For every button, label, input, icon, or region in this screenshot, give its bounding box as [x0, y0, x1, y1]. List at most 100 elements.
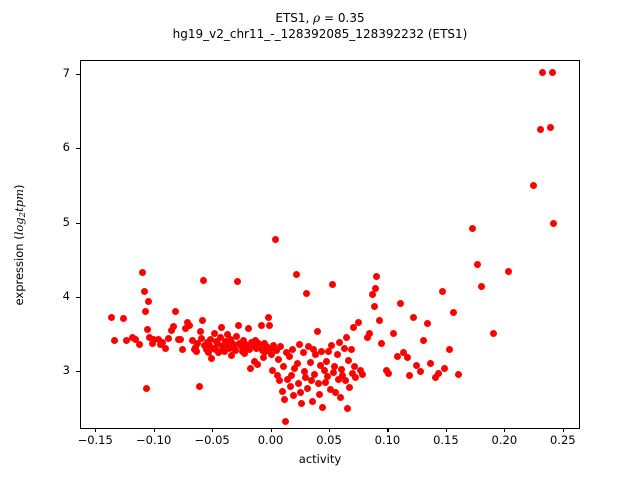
- scatter-point: [141, 307, 149, 315]
- scatter-point: [317, 361, 325, 369]
- scatter-point: [294, 379, 302, 387]
- scatter-point: [348, 369, 356, 377]
- scatter-point: [332, 389, 340, 397]
- scatter-point: [214, 340, 222, 348]
- y-axis-label-tpm: tpm: [12, 189, 26, 212]
- scatter-point: [313, 327, 321, 335]
- scatter-point: [356, 366, 364, 374]
- scatter-point: [394, 352, 402, 360]
- scatter-point: [220, 342, 228, 350]
- y-tick-label: 4: [62, 288, 70, 303]
- scatter-point: [224, 341, 232, 348]
- scatter-point: [285, 352, 293, 360]
- scatter-point: [207, 335, 215, 343]
- scatter-point: [107, 314, 115, 322]
- scatter-point: [286, 383, 294, 391]
- scatter-point: [144, 326, 152, 334]
- scatter-point: [345, 357, 353, 365]
- scatter-point: [303, 289, 311, 297]
- scatter-point: [478, 283, 486, 291]
- scatter-point: [257, 321, 265, 329]
- y-tick-mark: [76, 296, 80, 298]
- scatter-point: [469, 225, 477, 233]
- scatter-point: [216, 334, 224, 342]
- scatter-point: [549, 220, 557, 228]
- scatter-point: [455, 370, 463, 378]
- scatter-point: [176, 335, 184, 343]
- y-tick-label: 5: [62, 214, 70, 229]
- scatter-point: [228, 352, 236, 360]
- scatter-point: [490, 329, 498, 337]
- scatter-point: [320, 366, 328, 374]
- scatter-point: [252, 344, 260, 352]
- scatter-point: [319, 404, 327, 412]
- scatter-point: [149, 335, 157, 343]
- scatter-point: [206, 341, 214, 349]
- scatter-points-layer: [81, 61, 579, 428]
- y-tick-mark: [76, 222, 80, 224]
- scatter-point: [145, 297, 153, 305]
- scatter-point: [438, 288, 446, 296]
- scatter-point: [338, 365, 346, 373]
- scatter-point: [396, 300, 404, 308]
- scatter-point: [377, 340, 385, 348]
- scatter-point: [529, 182, 537, 190]
- scatter-point: [119, 315, 127, 323]
- scatter-point: [405, 372, 413, 380]
- scatter-point: [473, 260, 481, 268]
- scatter-point: [278, 387, 286, 395]
- scatter-point: [188, 336, 196, 344]
- scatter-point: [384, 369, 392, 377]
- scatter-point: [370, 303, 378, 311]
- scatter-point: [368, 290, 376, 298]
- scatter-point: [308, 398, 316, 406]
- scatter-point: [165, 335, 173, 343]
- scatter-point: [247, 364, 254, 372]
- y-tick-label: 3: [62, 362, 70, 377]
- scatter-point: [363, 333, 371, 341]
- x-axis-label: activity: [298, 452, 342, 466]
- y-axis-label: expression (log2tpm): [12, 184, 28, 306]
- scatter-point: [287, 372, 295, 380]
- scatter-point: [346, 384, 354, 392]
- scatter-point: [445, 346, 453, 354]
- y-axis-label-suffix: ): [12, 184, 26, 190]
- scatter-point: [340, 344, 348, 352]
- scatter-point: [354, 319, 362, 327]
- scatter-point: [416, 367, 424, 375]
- scatter-point: [289, 346, 297, 354]
- scatter-point: [262, 348, 270, 356]
- scatter-point: [200, 277, 208, 285]
- scatter-point: [159, 338, 167, 346]
- scatter-point: [192, 343, 200, 351]
- scatter-point: [111, 336, 119, 344]
- scatter-point: [193, 348, 201, 356]
- scatter-point: [310, 346, 318, 354]
- scatter-point: [290, 392, 298, 400]
- scatter-point: [373, 272, 381, 280]
- scatter-point: [351, 362, 359, 370]
- scatter-point: [135, 341, 143, 348]
- scatter-point: [154, 335, 162, 343]
- scatter-point: [197, 335, 205, 343]
- x-tick-label: −0.10: [136, 433, 172, 447]
- scatter-point: [423, 320, 431, 328]
- scatter-point: [298, 400, 306, 408]
- x-tick-mark: [329, 428, 331, 432]
- scatter-point: [314, 380, 322, 388]
- scatter-point: [292, 271, 300, 279]
- scatter-point: [250, 358, 258, 366]
- scatter-point: [231, 346, 239, 354]
- x-tick-label: −0.15: [77, 433, 113, 447]
- scatter-point: [335, 338, 343, 346]
- scatter-point: [245, 346, 253, 354]
- x-tick-label: 0.20: [491, 433, 518, 447]
- scatter-point: [265, 322, 273, 330]
- scatter-point: [259, 354, 267, 362]
- y-tick-mark: [76, 370, 80, 373]
- scatter-point: [342, 334, 350, 342]
- scatter-point: [326, 386, 334, 394]
- scatter-point: [221, 347, 229, 355]
- scatter-point: [232, 332, 240, 340]
- scatter-point: [431, 374, 439, 382]
